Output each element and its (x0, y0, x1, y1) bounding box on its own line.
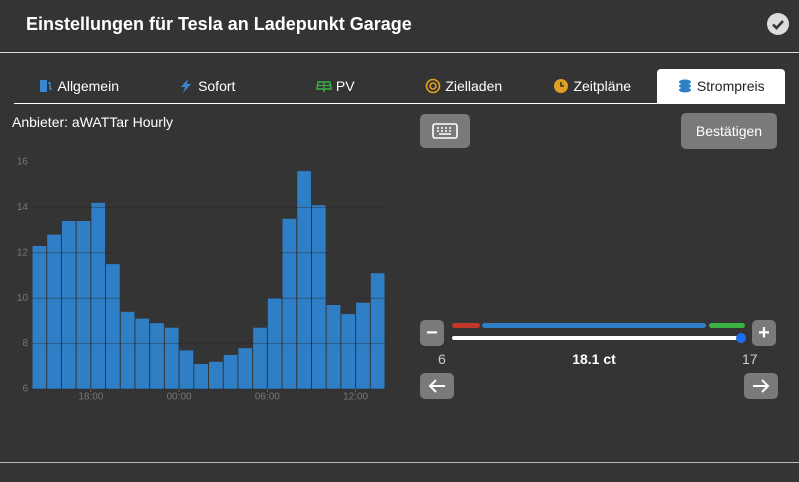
bar (253, 327, 267, 389)
tab[interactable]: Zielladen (400, 69, 529, 103)
tab-active[interactable]: Strompreis (656, 69, 785, 103)
price-chart: 6 8 10 12 14 16 18:00 00:00 06:00 12:00 (17, 157, 385, 403)
bar (223, 354, 238, 389)
bar (32, 245, 47, 389)
bar (282, 218, 297, 389)
y-tick-label: 10 (17, 293, 29, 304)
tab[interactable]: Allgemein (14, 69, 143, 103)
slider-knob[interactable] (736, 333, 746, 343)
y-tick-label: 8 (22, 338, 28, 349)
bar (370, 273, 385, 389)
bar (179, 350, 194, 389)
tab[interactable]: Zeitpläne (528, 69, 657, 103)
slider-value: 18.1 ct (572, 351, 616, 367)
bar (91, 202, 106, 389)
y-tick-label: 12 (17, 247, 29, 258)
y-tick-label: 16 (17, 157, 29, 168)
bar (311, 205, 326, 389)
y-tick-label: 14 (17, 202, 29, 213)
bar (341, 314, 356, 389)
bar (150, 323, 164, 389)
confirm-button[interactable]: Bestätigen (681, 113, 777, 149)
tab-label: Zeitpläne (573, 78, 632, 94)
next-button[interactable] (744, 373, 778, 399)
range-blue (482, 323, 706, 328)
divider (0, 52, 799, 53)
increase-button[interactable]: + (752, 320, 776, 346)
tab-label: Allgemein (57, 78, 119, 94)
slider-min: 6 (438, 351, 446, 367)
bar (326, 305, 341, 389)
price-slider[interactable] (440, 310, 750, 350)
slider-max: 17 (742, 351, 758, 367)
bar (47, 234, 61, 389)
tab-bar: Allgemein Sofort PV Zielladen Zeitpläne … (14, 69, 785, 104)
bar (135, 318, 150, 389)
bar (194, 364, 208, 389)
divider (0, 462, 799, 463)
tab-label: PV (335, 78, 355, 94)
tab-label: Sofort (198, 78, 236, 94)
y-tick-label: 6 (22, 384, 28, 395)
tab[interactable]: Sofort (143, 69, 272, 103)
bar (61, 221, 76, 389)
dialog-title: Einstellungen für Tesla an Ladepunkt Gar… (26, 14, 412, 34)
bar (76, 221, 91, 389)
prev-button[interactable] (420, 373, 454, 399)
slider-track (452, 336, 742, 340)
x-tick-label: 12:00 (343, 392, 368, 403)
x-tick-label: 06:00 (255, 392, 280, 403)
tab-label: Zielladen (445, 78, 503, 94)
range-red (452, 323, 480, 328)
provider-label: Anbieter: aWATTar Hourly (12, 114, 174, 130)
tab[interactable]: PV (271, 69, 400, 103)
bar (267, 298, 282, 389)
x-tick-label: 00:00 (167, 392, 192, 403)
bar (164, 327, 179, 389)
tab-label: Strompreis (696, 78, 765, 94)
bar (209, 361, 223, 389)
bar (106, 264, 120, 389)
decrease-button[interactable]: − (420, 320, 444, 346)
keyboard-button[interactable] (420, 114, 470, 148)
bar (297, 171, 311, 389)
x-tick-label: 18:00 (78, 392, 103, 403)
bar (356, 302, 370, 389)
bar (238, 348, 253, 389)
range-green (709, 323, 745, 328)
close-button[interactable] (766, 12, 790, 36)
bar (120, 311, 135, 389)
